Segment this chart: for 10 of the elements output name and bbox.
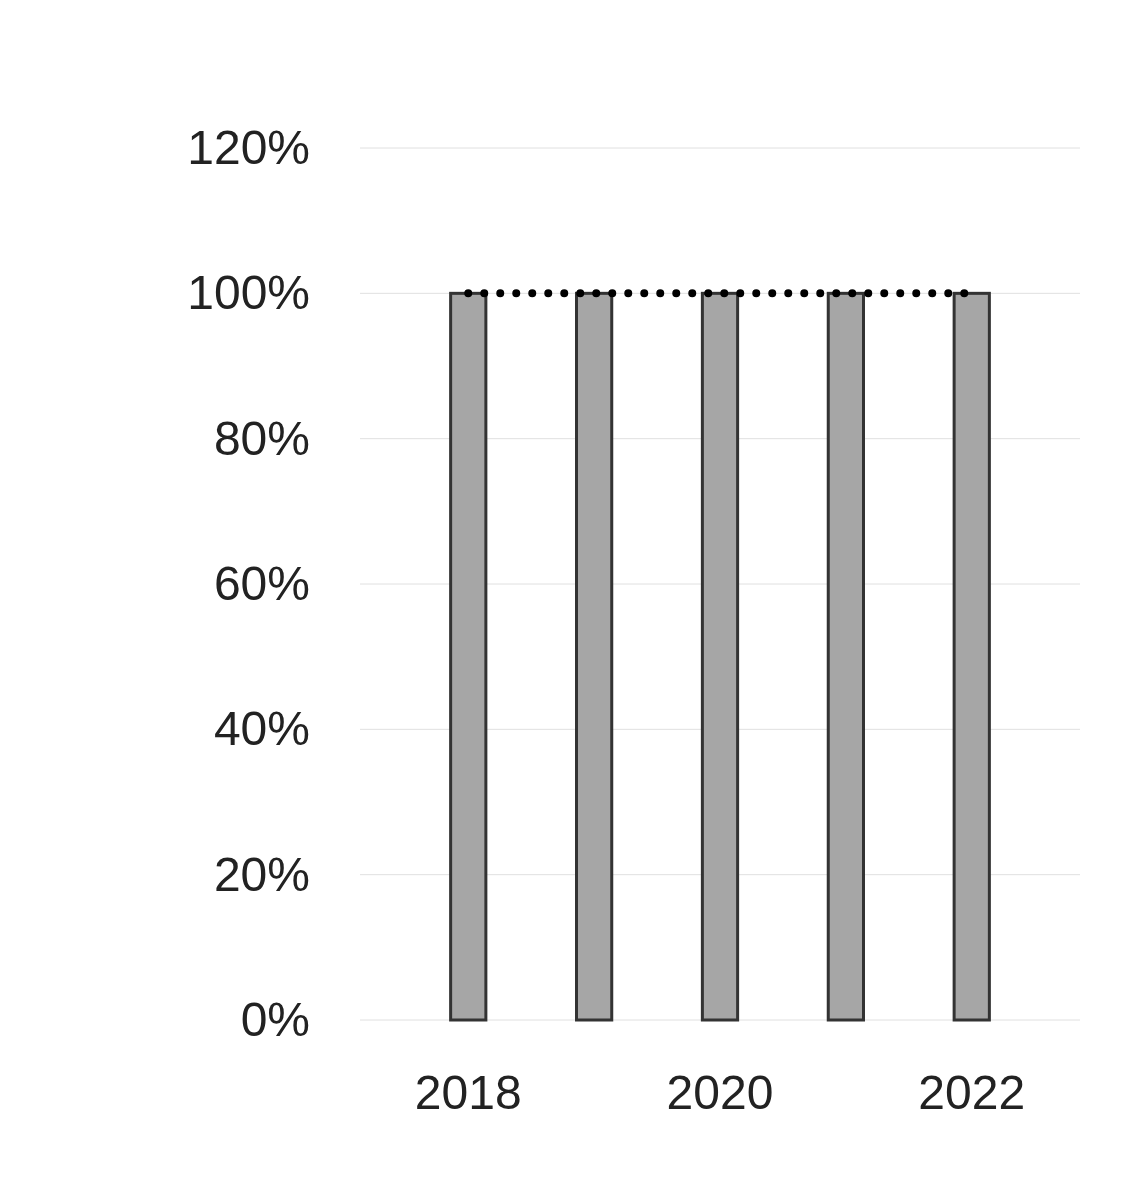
y-tick-label: 80% (213, 411, 310, 465)
y-tick-label: 100% (187, 266, 310, 320)
y-tick-label: 20% (213, 847, 310, 901)
x-tick-label: 2022 (918, 1066, 1026, 1120)
y-tick-label: 0% (240, 992, 310, 1046)
y-tick-label: 120% (187, 120, 310, 174)
x-tick-label: 2018 (414, 1066, 522, 1120)
y-tick-label: 40% (213, 702, 310, 756)
y-tick-label: 60% (213, 556, 310, 610)
x-tick-label: 2020 (666, 1066, 774, 1120)
